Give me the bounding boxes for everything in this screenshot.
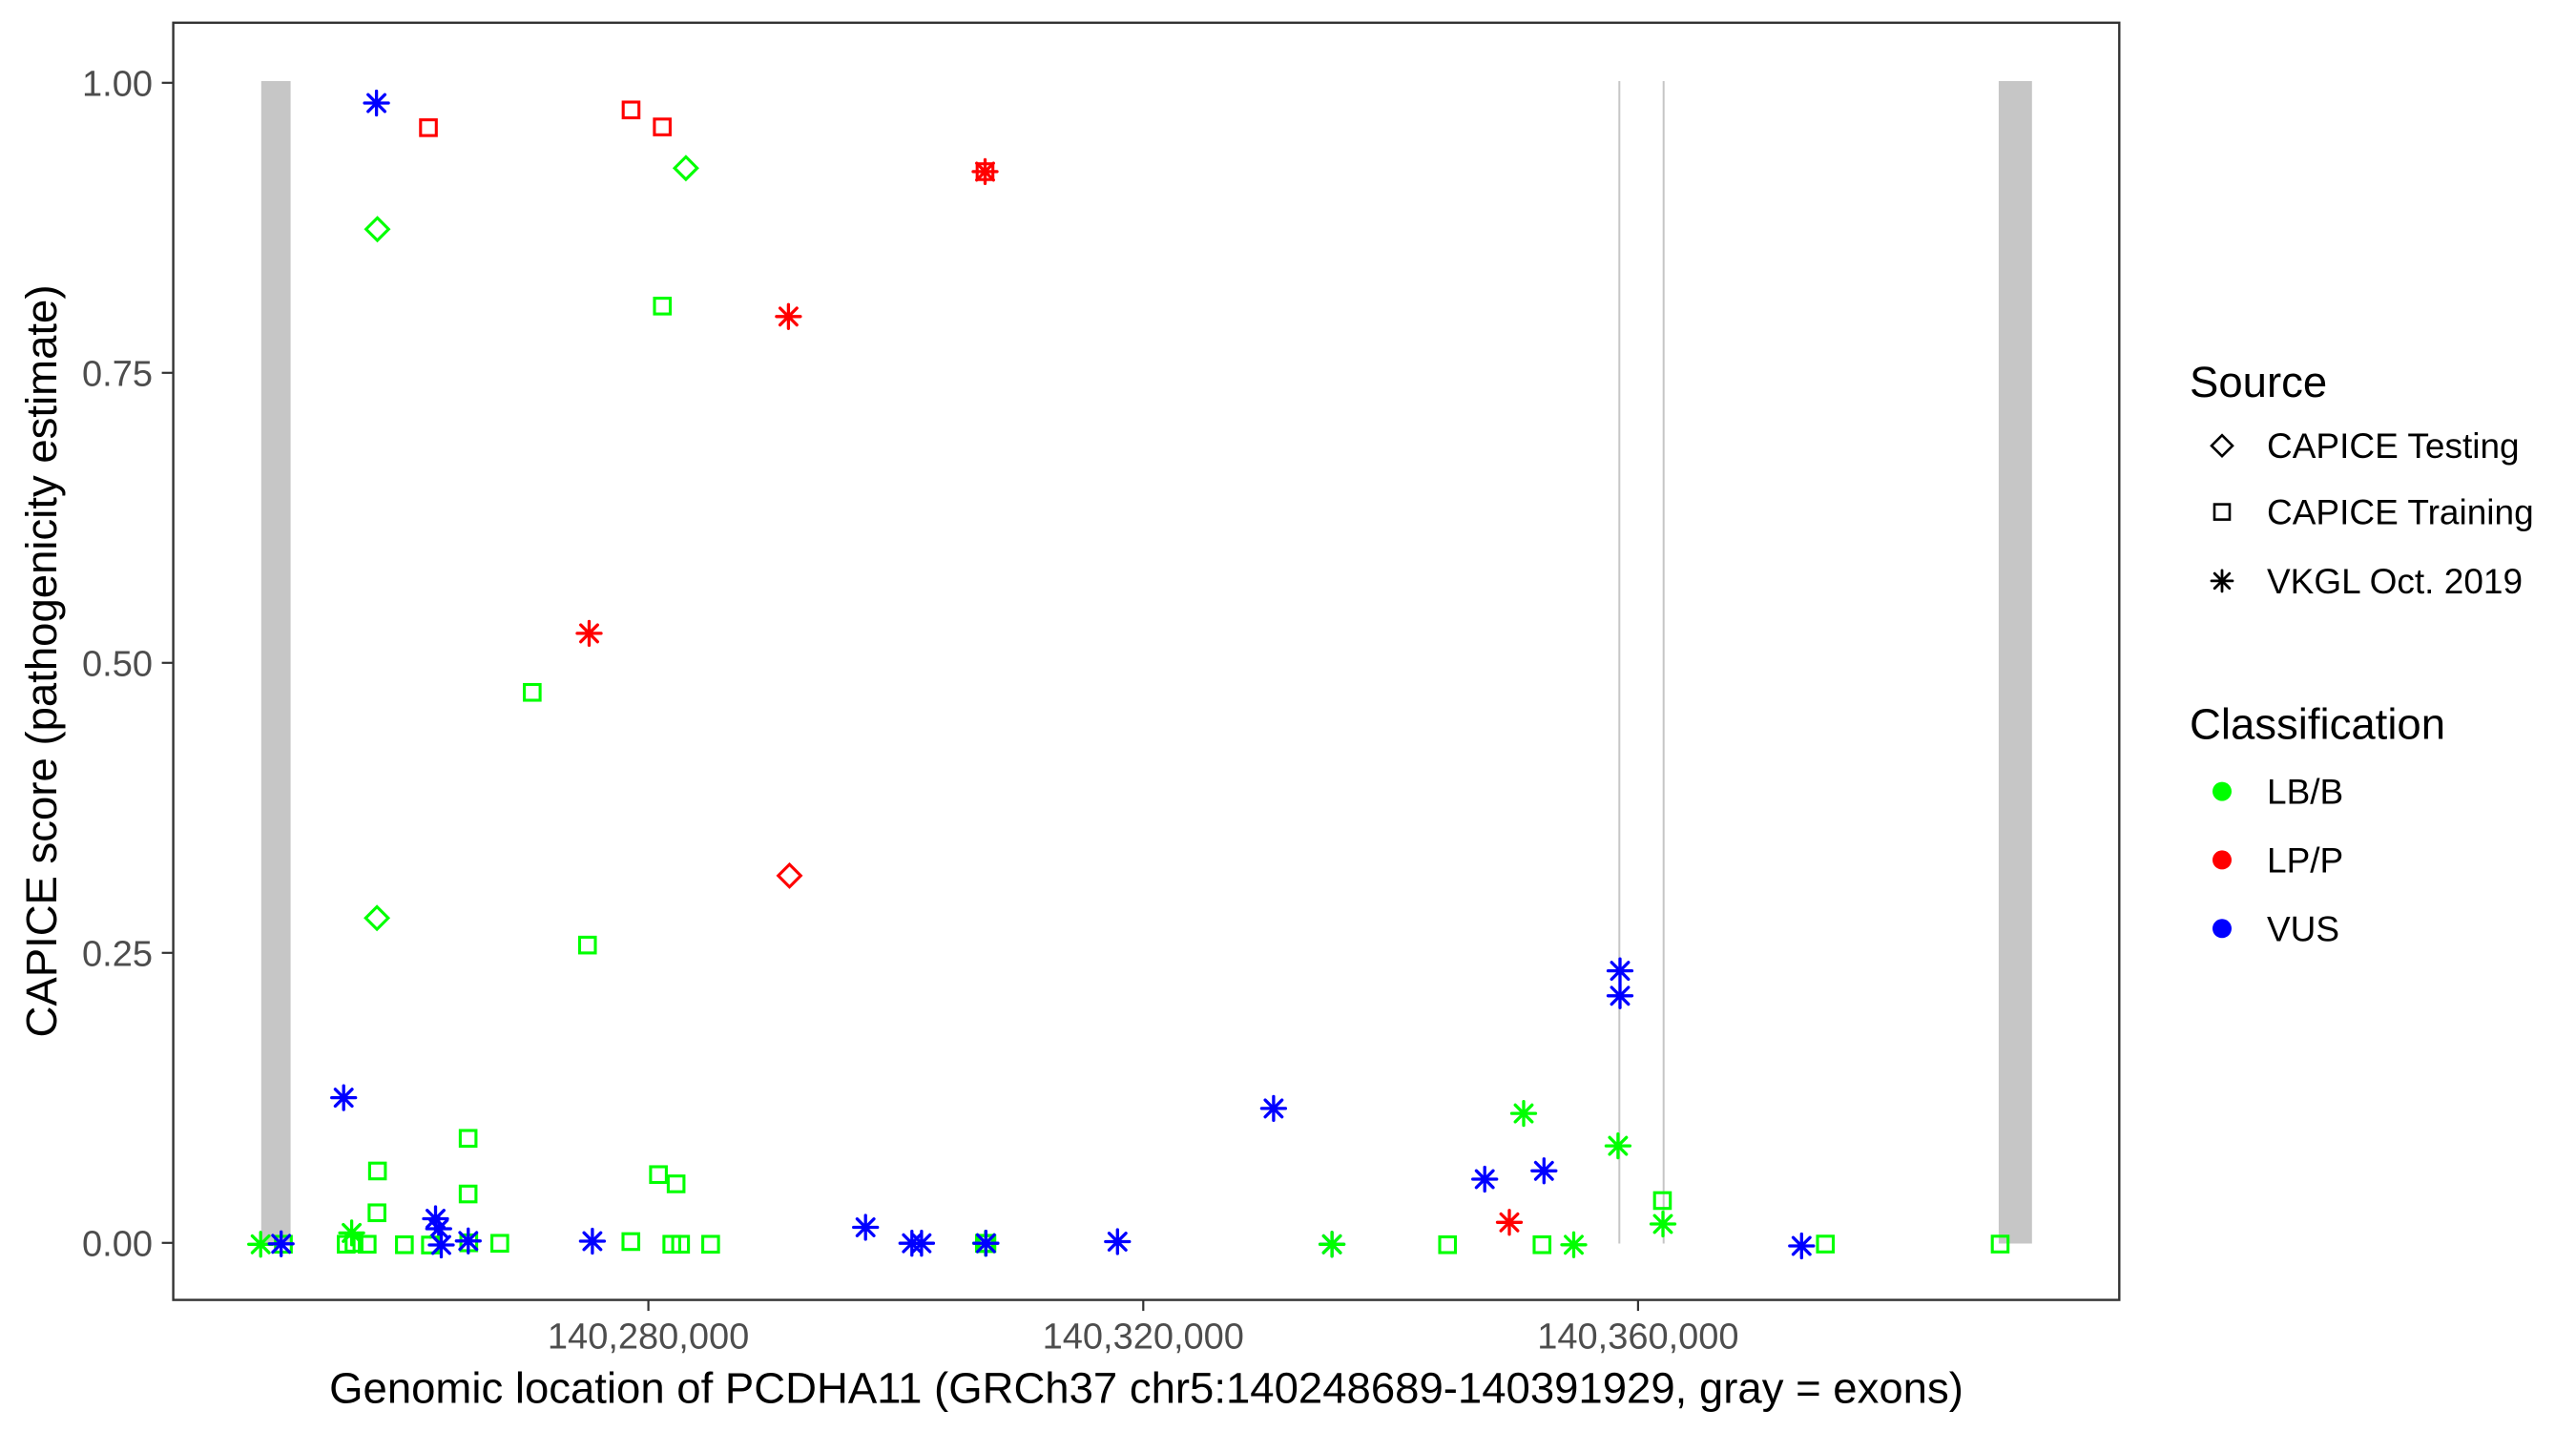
svg-text:0.25: 0.25 [82,934,153,974]
svg-text:140,320,000: 140,320,000 [1043,1317,1244,1358]
svg-text:Classification: Classification [2190,699,2445,748]
svg-text:LP/P: LP/P [2267,840,2343,880]
svg-text:LB/B: LB/B [2267,773,2343,812]
svg-text:Genomic location of PCDHA11 (G: Genomic location of PCDHA11 (GRCh37 chr5… [329,1363,1963,1412]
svg-text:0.75: 0.75 [82,354,153,394]
svg-text:140,280,000: 140,280,000 [548,1317,749,1358]
svg-text:140,360,000: 140,360,000 [1537,1317,1738,1358]
svg-text:VKGL Oct. 2019: VKGL Oct. 2019 [2267,562,2523,601]
svg-text:0.00: 0.00 [82,1224,153,1264]
svg-text:CAPICE Training: CAPICE Training [2267,493,2534,532]
svg-text:0.50: 0.50 [82,644,153,684]
svg-text:VUS: VUS [2267,909,2339,948]
svg-text:CAPICE Testing: CAPICE Testing [2267,426,2520,466]
svg-text:CAPICE score (pathogenicity es: CAPICE score (pathogenicity estimate) [17,285,66,1038]
svg-text:1.00: 1.00 [82,64,153,104]
svg-text:Source: Source [2190,358,2327,406]
